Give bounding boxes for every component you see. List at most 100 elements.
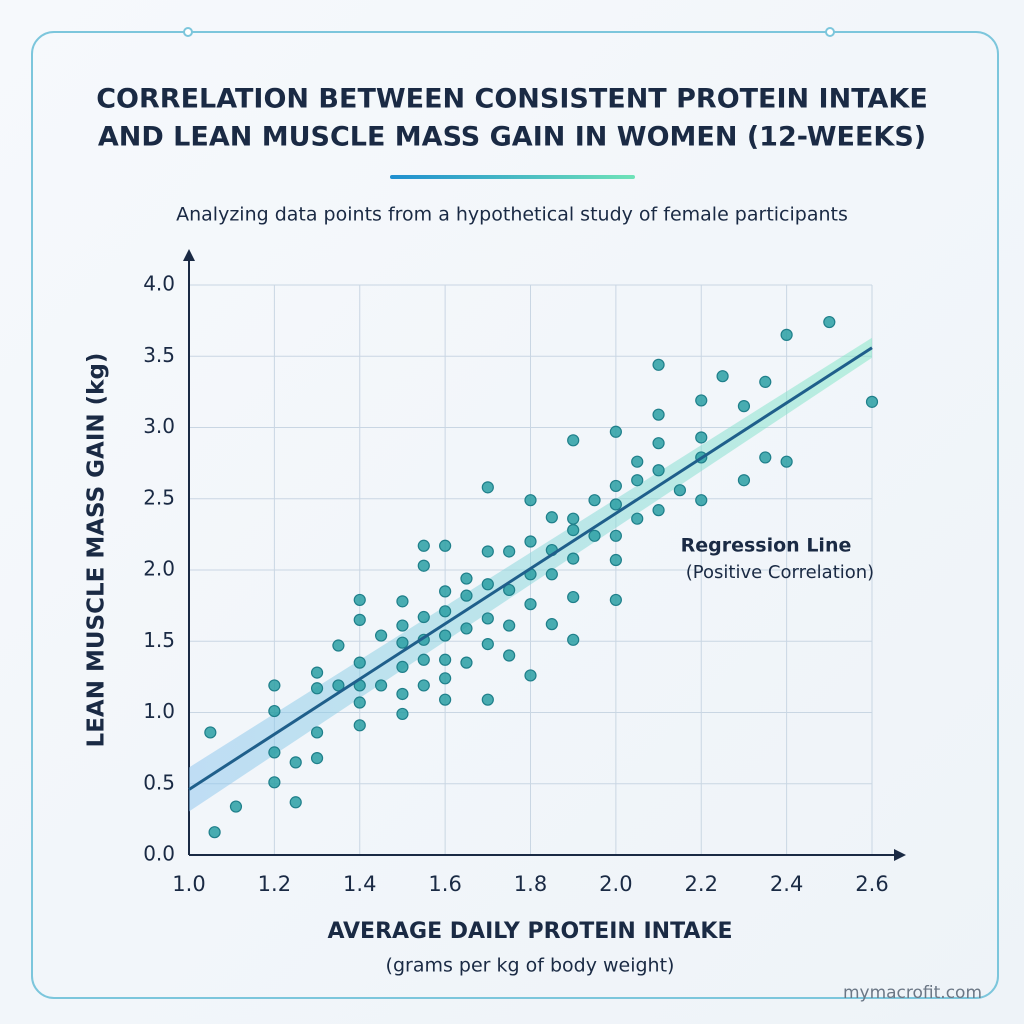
x-axis-note: (grams per kg of body weight) xyxy=(386,955,675,977)
data-point xyxy=(439,539,452,552)
data-point xyxy=(353,593,366,607)
data-point xyxy=(353,719,366,732)
data-point xyxy=(481,637,494,651)
y-tick-label: 2.0 xyxy=(143,557,175,581)
x-tick-label: 1.8 xyxy=(514,872,547,896)
chart-title: CORRELATION BETWEEN CONSISTENT PROTEIN I… xyxy=(96,84,928,115)
data-point xyxy=(310,666,324,679)
data-point xyxy=(353,696,366,709)
data-point xyxy=(332,639,345,652)
regression-label: Regression Line xyxy=(681,535,852,557)
frame-dot xyxy=(183,27,193,37)
data-point xyxy=(396,636,409,649)
y-tick-label: 3.0 xyxy=(143,414,175,438)
data-point xyxy=(417,610,430,624)
x-tick-label: 2.2 xyxy=(685,872,718,896)
x-axis-arrow xyxy=(894,849,906,861)
data-point xyxy=(460,589,473,602)
data-point xyxy=(439,585,452,598)
data-point xyxy=(545,511,558,524)
data-point xyxy=(481,612,494,625)
data-point xyxy=(759,451,772,464)
data-point xyxy=(609,479,622,493)
data-point xyxy=(588,529,601,542)
data-point xyxy=(481,578,494,591)
data-point xyxy=(631,455,644,468)
x-tick-label: 2.6 xyxy=(855,872,888,896)
data-point xyxy=(695,394,708,407)
data-point xyxy=(481,693,494,706)
data-point xyxy=(716,370,729,383)
subtitle: Analyzing data points from a hypothetica… xyxy=(176,204,848,226)
x-tick-label: 1.2 xyxy=(258,872,291,896)
y-tick-label: 4.0 xyxy=(143,272,175,296)
data-point xyxy=(503,619,516,632)
data-point xyxy=(737,400,751,413)
data-point xyxy=(503,545,516,558)
data-point xyxy=(673,484,687,497)
data-point xyxy=(609,498,622,511)
plot: 0.0 0.5 1.0 1.5 2.0 2.5 3.0 3.5 4.0 1.0 1.2 1.4 1.6 1… xyxy=(143,249,906,896)
data-point xyxy=(524,669,537,682)
data-point xyxy=(652,408,665,421)
x-tick-label: 1.4 xyxy=(343,872,376,896)
data-point xyxy=(481,481,494,494)
data-point xyxy=(652,504,665,517)
y-tick-label: 1.5 xyxy=(143,628,175,652)
data-point xyxy=(567,434,580,447)
data-point xyxy=(503,649,516,662)
data-point xyxy=(460,656,473,669)
data-point xyxy=(396,687,409,701)
data-point xyxy=(229,800,243,813)
data-point xyxy=(631,512,644,525)
data-point xyxy=(439,629,452,642)
y-axis-arrow xyxy=(183,249,195,261)
data-point xyxy=(524,598,537,611)
data-point xyxy=(503,583,516,597)
data-point xyxy=(310,751,324,765)
data-point xyxy=(289,796,302,809)
data-point xyxy=(609,425,622,438)
data-point xyxy=(204,726,217,739)
data-point xyxy=(567,633,580,646)
data-point xyxy=(417,679,430,692)
data-point xyxy=(439,605,452,618)
data-point xyxy=(374,679,388,692)
data-point xyxy=(417,539,430,552)
x-tick-label: 2.4 xyxy=(770,872,803,896)
data-point xyxy=(567,512,580,525)
data-point xyxy=(396,595,409,608)
data-point xyxy=(865,395,879,408)
data-point xyxy=(759,375,772,388)
data-point xyxy=(439,693,452,706)
data-point xyxy=(332,679,345,692)
data-point xyxy=(310,682,324,695)
regression-line xyxy=(188,346,873,791)
data-point xyxy=(289,756,302,769)
data-point xyxy=(417,559,430,572)
data-point xyxy=(652,437,665,450)
data-point xyxy=(823,315,836,329)
y-tick-label: 1.0 xyxy=(143,699,175,723)
footer: mymacrofit.com xyxy=(843,983,982,1003)
title-underline xyxy=(390,175,635,179)
x-tick-label: 1.0 xyxy=(172,872,205,896)
y-axis-label: LEAN MUSCLE MASS GAIN (kg) xyxy=(84,353,110,748)
data-point xyxy=(545,618,558,631)
data-point xyxy=(695,431,708,444)
data-point xyxy=(460,572,473,585)
data-point xyxy=(353,613,366,626)
x-axis-label: AVERAGE DAILY PROTEIN INTAKE xyxy=(327,919,732,944)
data-point xyxy=(439,653,452,666)
data-point xyxy=(268,776,281,789)
data-point xyxy=(652,464,665,477)
data-point xyxy=(268,746,281,759)
frame-dot xyxy=(825,27,835,37)
data-point xyxy=(737,474,751,487)
data-point xyxy=(631,474,644,487)
data-point xyxy=(609,553,622,567)
data-point xyxy=(353,656,366,669)
data-point xyxy=(396,707,409,721)
